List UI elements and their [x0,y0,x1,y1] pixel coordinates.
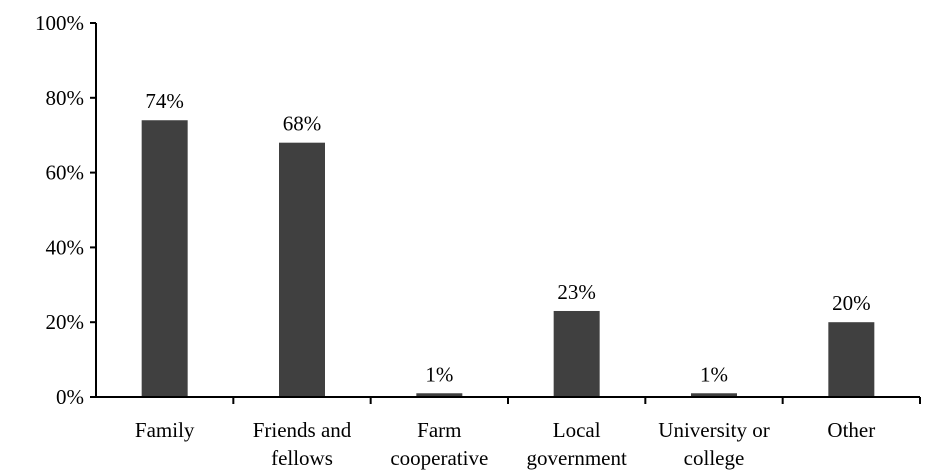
y-tick-label: 60% [46,161,85,185]
bar [691,393,737,397]
y-tick-label: 0% [56,385,84,409]
y-tick-label: 40% [46,235,85,259]
x-category-label: University or college [658,418,769,470]
x-category-label-line: Family [135,418,195,442]
bar [141,120,188,398]
data-labels: 74% 68% 1% 23% 1% 20% [145,89,870,386]
x-category-label: Farm cooperative [390,418,488,470]
bar-value-label: 1% [700,362,728,386]
x-category-label-line: Local [553,418,601,442]
bar [828,322,875,397]
x-category-label-line: college [684,446,745,470]
bar [553,310,600,397]
y-tick-label: 100% [35,11,84,35]
bar-value-label: 20% [832,291,871,315]
bar [416,393,463,397]
x-category-label: Friends and fellows [253,418,352,470]
x-category-label: Other [827,418,875,442]
x-category-label-line: Friends and [253,418,352,442]
bar-value-label: 23% [557,280,596,304]
x-category-label: Local government [527,418,627,470]
y-tick-label: 80% [46,86,85,110]
y-tick-label: 20% [46,310,85,334]
bar [279,142,325,397]
bar-value-label: 74% [145,89,184,113]
x-category-label: Family [135,418,195,442]
x-category-label-line: Farm [417,418,461,442]
x-axis: Family Friends and fellows Farm cooperative L… [135,397,921,470]
bar-value-label: 68% [283,112,322,136]
bars [141,120,875,398]
x-category-label-line: Other [827,418,875,442]
x-category-label-line: cooperative [390,446,488,470]
y-axis: 0% 20% 40% 60% 80% 100% [35,11,96,409]
x-category-label-line: government [527,446,627,470]
bar-value-label: 1% [425,362,453,386]
x-category-label-line: University or [658,418,769,442]
x-category-label-line: fellows [271,446,333,470]
